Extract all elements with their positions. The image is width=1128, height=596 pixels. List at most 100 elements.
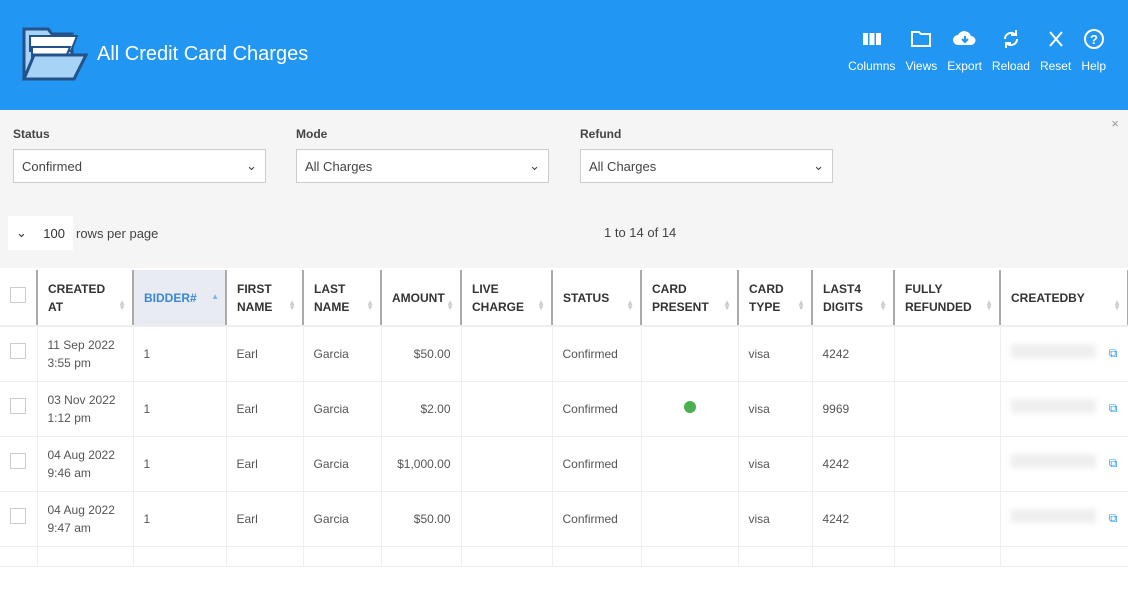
columns-icon — [862, 33, 881, 45]
reload-label: Reload — [991, 59, 1030, 73]
mode-select[interactable]: All Charges ⌄ — [296, 149, 549, 183]
column-label: STATUS — [563, 290, 610, 305]
reset-button[interactable]: Reset — [1040, 28, 1071, 73]
row-checkbox[interactable] — [10, 508, 26, 524]
table-row[interactable]: 04 Aug 2022 9:47 am 1 Earl Garcia $50.00 Confi… — [0, 491, 1128, 547]
partial-cell — [226, 546, 304, 567]
column-label: CREATED AT — [48, 281, 106, 314]
close-icon — [1048, 31, 1063, 47]
card-type: visa — [748, 511, 770, 526]
card-type: visa — [748, 456, 770, 471]
rows-per-page-select[interactable]: ⌄ 100 — [8, 216, 73, 250]
rows-per-page-value: 100 — [43, 225, 65, 241]
column-header-created-at[interactable]: CREATED AT ▲ ▼ — [37, 270, 134, 327]
external-link-icon[interactable]: ⧉ — [1108, 456, 1118, 470]
cloud-download-icon — [952, 31, 976, 45]
views-label: Views — [905, 59, 938, 73]
external-link-icon[interactable]: ⧉ — [1108, 401, 1118, 415]
column-label: CREATEDBY — [1011, 290, 1085, 305]
created-time: 1:12 pm — [47, 410, 91, 425]
column-header-createdby[interactable]: CREATEDBY ▲ ▼ — [1000, 270, 1128, 327]
mode-value: All Charges — [305, 158, 373, 174]
last4-digits: 4242 — [822, 511, 850, 526]
column-header-last-name[interactable]: LAST NAME ▲ ▼ — [303, 270, 382, 327]
rows-per-page-label: rows per page — [76, 225, 159, 241]
column-header-live-charge[interactable]: LIVE CHARGE ▲ ▼ — [461, 270, 553, 327]
select-all-checkbox[interactable] — [10, 287, 26, 303]
partial-cell — [303, 546, 382, 567]
column-label: LIVE CHARGE — [472, 281, 525, 314]
page-title: All Credit Card Charges — [97, 43, 309, 65]
help-button[interactable]: ? Help — [1081, 28, 1106, 73]
column-header-amount[interactable]: AMOUNT ▲ ▼ — [381, 270, 462, 327]
last4-digits: 9969 — [822, 401, 850, 416]
column-header-status[interactable]: STATUS ▲ ▼ — [552, 270, 642, 327]
sort-icon: ▲ ▼ — [1113, 298, 1121, 312]
help-icon: ? — [1083, 29, 1104, 49]
last-name: Garcia — [313, 346, 349, 361]
first-name: Earl — [236, 456, 258, 471]
mode-label: Mode — [296, 127, 328, 141]
card-present-indicator — [683, 400, 696, 413]
bidder-number: 1 — [143, 401, 151, 416]
status-value: Confirmed — [22, 158, 82, 174]
table-row-partial — [0, 546, 1128, 567]
table-row[interactable]: 03 Nov 2022 1:12 pm 1 Earl Garcia $2.00 Confir… — [0, 381, 1128, 437]
column-header-bidder[interactable]: BIDDER# ▲ — [133, 270, 227, 327]
bidder-number: 1 — [143, 346, 151, 361]
column-header-fully-refunded[interactable]: FULLY REFUNDED ▲ ▼ — [894, 270, 1001, 327]
refund-select[interactable]: All Charges ⌄ — [580, 149, 833, 183]
external-link-icon[interactable]: ⧉ — [1108, 346, 1118, 361]
export-label: Export — [947, 59, 982, 73]
column-header-first-name[interactable]: FIRST NAME ▲ ▼ — [226, 270, 304, 327]
partial-cell — [0, 546, 38, 567]
status-label: Status — [13, 127, 50, 141]
partial-cell — [641, 546, 739, 567]
close-filters-icon[interactable]: × — [1111, 116, 1119, 131]
amount: $50.00 — [413, 346, 451, 361]
row-checkbox[interactable] — [10, 343, 26, 360]
sort-icon: ▲ ▼ — [118, 298, 126, 312]
partial-cell — [133, 546, 227, 567]
column-header-card-present[interactable]: CARD PRESENT ▲ ▼ — [641, 270, 739, 327]
table-row[interactable]: 04 Aug 2022 9:46 am 1 Earl Garcia $1,000.00 Co… — [0, 436, 1128, 492]
columns-button[interactable]: Columns — [848, 28, 895, 73]
export-button[interactable]: Export — [947, 28, 982, 73]
pagination-info: 1 to 14 of 14 — [604, 225, 677, 240]
created-by-redacted — [1010, 509, 1096, 523]
partial-cell — [37, 546, 134, 567]
column-header-last4-digits[interactable]: LAST4 DIGITS ▲ ▼ — [812, 270, 895, 327]
last4-digits: 4242 — [822, 346, 850, 361]
partial-cell — [381, 546, 462, 567]
last-name: Garcia — [313, 401, 349, 416]
refund-label: Refund — [580, 127, 622, 141]
mode-filter: Mode All Charges ⌄ — [296, 127, 549, 183]
folder-logo-icon — [22, 27, 89, 81]
bidder-number: 1 — [143, 511, 151, 526]
help-label: Help — [1081, 59, 1106, 73]
external-link-icon[interactable]: ⧉ — [1108, 511, 1118, 525]
last-name: Garcia — [313, 511, 349, 526]
status: Confirmed — [562, 511, 618, 526]
views-button[interactable]: Views — [905, 28, 937, 73]
status: Confirmed — [562, 346, 618, 361]
partial-cell — [461, 546, 553, 567]
first-name: Earl — [236, 511, 258, 526]
partial-cell — [1000, 546, 1128, 567]
created-by-redacted — [1010, 399, 1096, 413]
sort-icon: ▲ ▼ — [446, 298, 454, 312]
status-select[interactable]: Confirmed ⌄ — [13, 149, 266, 183]
charges-table: CREATED AT ▲ ▼ BIDDER# ▲ FIRST NAME ▲ ▼ LAST NAM… — [0, 270, 1128, 567]
column-label: FULLY REFUNDED — [905, 281, 972, 314]
column-header-card-type[interactable]: CARD TYPE ▲ ▼ — [738, 270, 813, 327]
created-by-redacted — [1010, 454, 1096, 468]
created-date: 11 Sep 2022 — [47, 337, 115, 352]
partial-cell — [552, 546, 642, 567]
table-row[interactable]: 11 Sep 2022 3:55 pm 1 Earl Garcia $50.00 Confi… — [0, 326, 1128, 382]
row-checkbox[interactable] — [10, 453, 26, 469]
row-checkbox[interactable] — [10, 398, 26, 414]
chevron-down-icon: ⌄ — [813, 158, 824, 173]
sort-icon: ▲ ▼ — [723, 298, 731, 312]
reload-button[interactable]: Reload — [992, 28, 1030, 73]
sort-icon: ▲ ▼ — [288, 298, 296, 312]
